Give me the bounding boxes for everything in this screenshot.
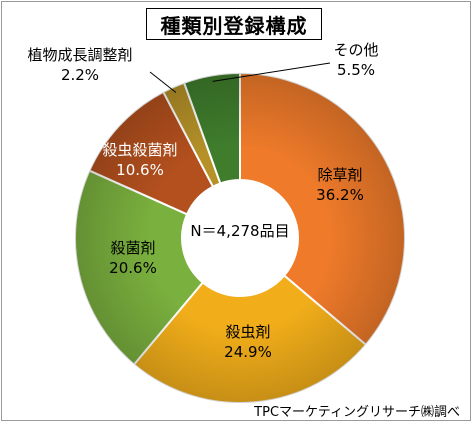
- donut-hole: [182, 180, 298, 296]
- slice-4-label: 殺虫殺菌剤: [102, 141, 177, 159]
- slice-6-leader-line: [212, 62, 331, 82]
- slice-2-value: 24.9%: [224, 343, 272, 361]
- center-label: N＝4,278品目: [190, 222, 289, 240]
- chart-title: 種類別登録構成: [146, 8, 322, 40]
- slice-6-label: その他: [333, 41, 378, 59]
- slice-5-leader-line: [149, 71, 177, 93]
- source-note: TPCマーケティングリサーチ㈱調べ: [254, 405, 460, 420]
- slice-3-value: 20.6%: [109, 259, 157, 277]
- slice-4-value: 10.6%: [116, 161, 164, 179]
- slice-5-label: 植物成長調整剤: [27, 46, 132, 64]
- slice-5-value: 2.2%: [61, 66, 99, 84]
- slice-3-label: 殺菌剤: [110, 239, 155, 257]
- slice-1-value: 36.2%: [316, 186, 364, 204]
- slice-2-label: 殺虫剤: [225, 323, 270, 341]
- slice-1-label: 除草剤: [317, 166, 362, 184]
- slice-6-value: 5.5%: [337, 61, 375, 79]
